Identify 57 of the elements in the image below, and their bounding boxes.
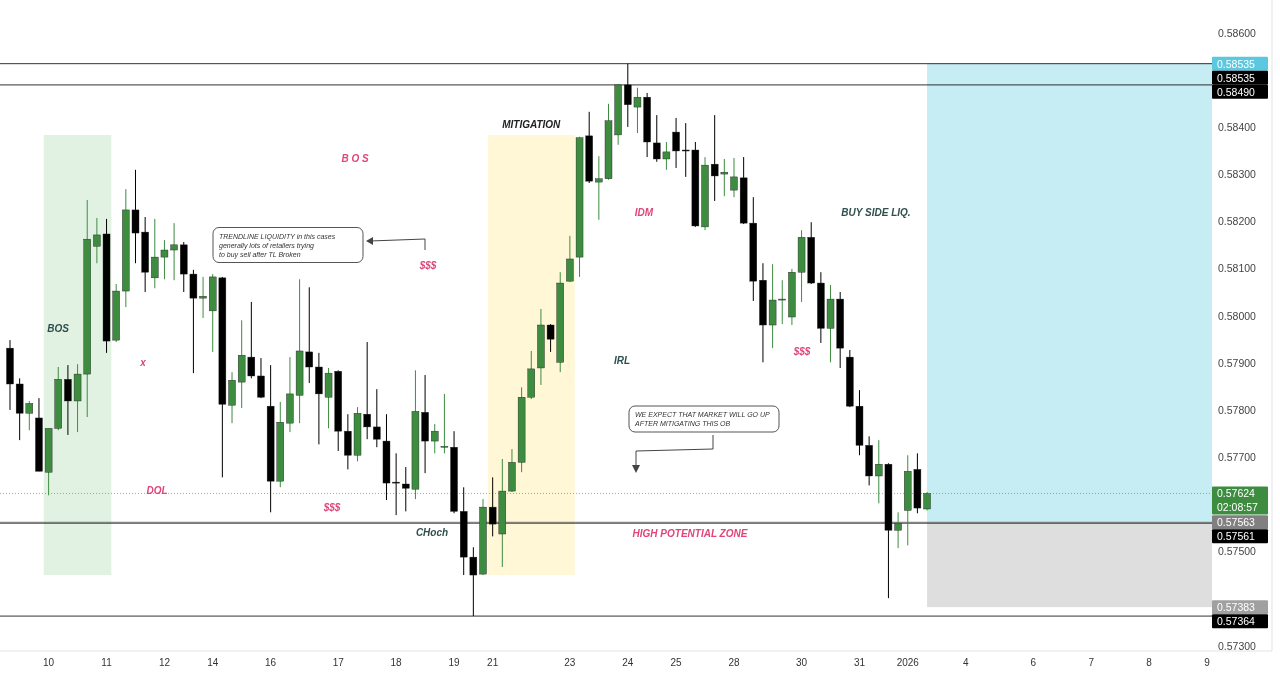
ref-line-label: 0.57561 xyxy=(1217,530,1256,543)
x-tick-label: 12 xyxy=(158,657,171,668)
x-tick-label: 24 xyxy=(622,657,634,668)
y-tick-label: 0.57500 xyxy=(1218,545,1257,558)
x-tick-label: 21 xyxy=(487,657,499,668)
annotation: DOL xyxy=(146,485,168,496)
ref-line-label: 0.57563 xyxy=(1217,516,1256,529)
x-tick-label: 18 xyxy=(390,657,403,668)
ref-line-label: 0.57624 02:08:57 xyxy=(1217,487,1259,514)
annotation: B O S xyxy=(341,153,369,164)
band-label: 0.57383 xyxy=(1217,601,1256,614)
ref-line-label: 0.58490 xyxy=(1217,85,1256,98)
x-tick-label: 16 xyxy=(265,657,277,668)
annotation: BUY SIDE LIQ. xyxy=(841,207,911,218)
x-tick-label: 9 xyxy=(1204,657,1211,668)
annotation: x xyxy=(139,357,147,368)
x-tick-label: 4 xyxy=(962,657,969,668)
annotation: IRL xyxy=(613,355,631,366)
x-tick-label: 31 xyxy=(853,657,866,668)
x-tick-label: 28 xyxy=(728,657,740,668)
x-tick-label: 2026 xyxy=(896,657,920,668)
y-tick-label: 0.58600 xyxy=(1218,26,1257,39)
x-tick-label: 6 xyxy=(1030,657,1037,668)
annotation: IDM xyxy=(634,207,654,218)
x-tick-label: 7 xyxy=(1088,657,1095,668)
annotation: BOS xyxy=(47,323,70,334)
x-tick-label: 25 xyxy=(670,657,683,668)
y-tick-label: 0.58400 xyxy=(1218,120,1257,133)
y-tick-label: 0.58300 xyxy=(1218,168,1257,181)
annotation: HIGH POTENTIAL ZONE xyxy=(632,528,748,539)
y-tick-label: 0.58200 xyxy=(1218,215,1257,228)
candlestick xyxy=(373,388,381,448)
x-tick-label: 30 xyxy=(796,657,808,668)
annotation: CHoch xyxy=(415,527,449,538)
candlestick xyxy=(431,423,439,454)
y-tick-label: 0.58000 xyxy=(1218,309,1257,322)
ref-line-label: 0.57364 xyxy=(1217,615,1256,628)
ref-line-label: 0.58535 xyxy=(1217,71,1256,84)
y-tick-label: 0.57300 xyxy=(1218,639,1257,652)
x-tick-label: 11 xyxy=(101,657,113,668)
x-tick-label: 14 xyxy=(207,657,219,668)
band-label: MITIGATION xyxy=(502,119,562,130)
y-tick-label: 0.57700 xyxy=(1218,451,1257,464)
y-tick-label: 0.57800 xyxy=(1218,403,1257,416)
annotation: $$$ xyxy=(322,502,341,513)
annotation: $$$ xyxy=(418,260,437,271)
x-tick-label: 19 xyxy=(448,657,461,668)
annotation: $$$ xyxy=(792,346,811,357)
candlestick xyxy=(257,357,265,399)
y-tick-label: 0.58100 xyxy=(1218,262,1257,275)
x-tick-label: 17 xyxy=(332,657,345,668)
x-tick-label: 10 xyxy=(43,657,55,668)
band-label: 0.58535 xyxy=(1217,57,1256,70)
x-tick-label: 23 xyxy=(564,657,576,668)
x-tick-label: 8 xyxy=(1146,657,1153,668)
y-tick-label: 0.57900 xyxy=(1218,356,1257,369)
candlestick xyxy=(566,235,574,283)
